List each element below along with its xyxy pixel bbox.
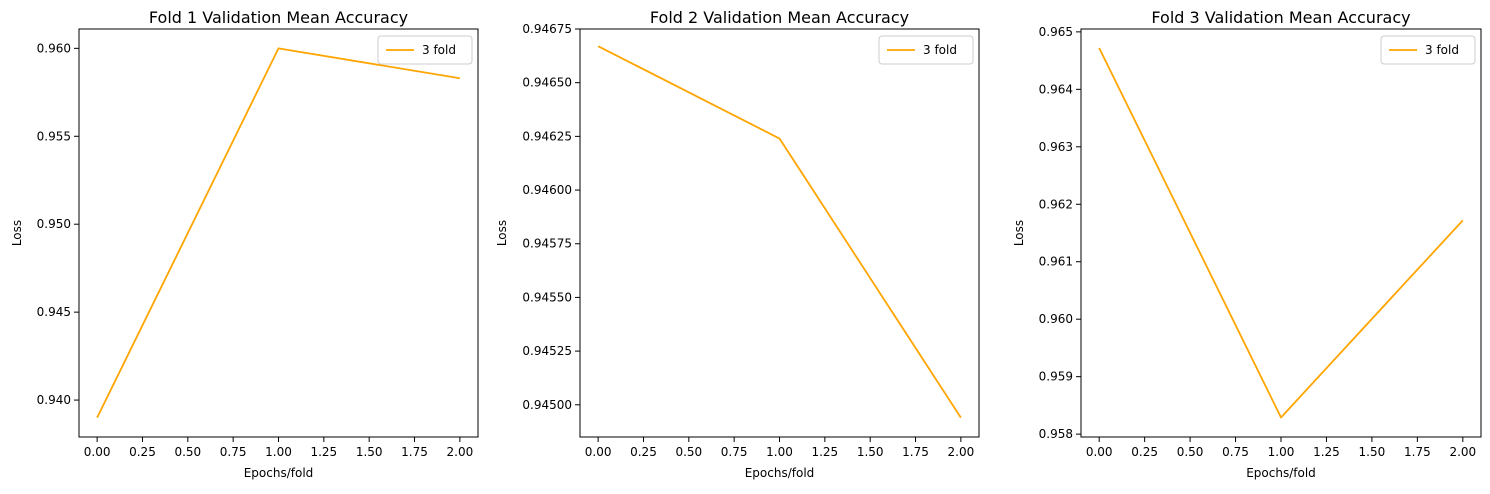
chart-3-x-tick-label: 1.50 — [1359, 445, 1386, 459]
chart-2-axes-frame — [580, 29, 979, 437]
chart-3-y-tick-label: 0.961 — [1039, 255, 1073, 269]
chart-2-y-tick-label: 0.94625 — [522, 129, 572, 143]
chart-2-y-tick-label: 0.94575 — [522, 237, 572, 251]
chart-1-y-tick-label: 0.955 — [37, 129, 71, 143]
chart-2-x-tick-label: 0.25 — [630, 445, 657, 459]
chart-2-x-tick-label: 0.50 — [675, 445, 702, 459]
chart-1-title: Fold 1 Validation Mean Accuracy — [149, 8, 408, 27]
chart-1-x-tick-label: 1.50 — [356, 445, 383, 459]
chart-3-series-line — [1099, 48, 1463, 418]
chart-1-x-tick-label: 0.00 — [84, 445, 111, 459]
chart-3-y-tick-label: 0.959 — [1039, 370, 1073, 384]
chart-2-y-tick-label: 0.94550 — [522, 290, 572, 304]
chart-2-y-tick-label: 0.94500 — [522, 398, 572, 412]
chart-2-x-tick-label: 1.00 — [766, 445, 793, 459]
chart-1-y-tick-label: 0.960 — [37, 41, 71, 55]
chart-1-y-tick-label: 0.945 — [37, 305, 71, 319]
chart-3-y-tick-label: 0.963 — [1039, 140, 1073, 154]
chart-3-x-tick-label: 0.75 — [1222, 445, 1249, 459]
chart-3-title: Fold 3 Validation Mean Accuracy — [1151, 8, 1410, 27]
chart-2-y-axis-label: Loss — [495, 220, 509, 246]
chart-2-y-tick-label: 0.94600 — [522, 183, 572, 197]
chart-1-series-line — [97, 48, 460, 417]
chart-1-x-tick-label: 2.00 — [447, 445, 474, 459]
chart-1-axes-frame — [79, 29, 478, 437]
chart-1-legend-label: 3 fold — [422, 43, 456, 57]
chart-2-y-tick-label: 0.94525 — [522, 344, 572, 358]
chart-3-legend-label: 3 fold — [1425, 43, 1459, 57]
chart-3-x-tick-label: 0.50 — [1177, 445, 1204, 459]
chart-2-x-tick-label: 0.75 — [721, 445, 748, 459]
chart-3-y-tick-label: 0.965 — [1039, 25, 1073, 39]
chart-2-title: Fold 2 Validation Mean Accuracy — [650, 8, 909, 27]
chart-1-x-tick-label: 0.75 — [220, 445, 247, 459]
chart-1-x-axis-label: Epochs/fold — [244, 466, 314, 480]
chart-1-x-tick-label: 0.25 — [129, 445, 156, 459]
chart-3-y-axis-label: Loss — [1012, 220, 1026, 246]
chart-2-x-tick-label: 1.75 — [902, 445, 929, 459]
chart-3-x-tick-label: 2.00 — [1449, 445, 1476, 459]
chart-3-x-tick-label: 1.25 — [1313, 445, 1340, 459]
chart-1-y-tick-label: 0.950 — [37, 217, 71, 231]
chart-3-axes-frame — [1081, 29, 1481, 437]
chart-1-x-tick-label: 1.25 — [310, 445, 337, 459]
chart-2-x-tick-label: 1.50 — [857, 445, 884, 459]
chart-1-x-tick-label: 1.00 — [265, 445, 292, 459]
chart-1-y-tick-label: 0.940 — [37, 393, 71, 407]
chart-1-x-tick-label: 1.75 — [401, 445, 428, 459]
chart-3-x-tick-label: 1.00 — [1268, 445, 1295, 459]
chart-2-y-tick-label: 0.94675 — [522, 22, 572, 36]
chart-3-x-axis-label: Epochs/fold — [1246, 466, 1316, 480]
chart-3-x-tick-label: 0.25 — [1131, 445, 1158, 459]
chart-2-x-tick-label: 2.00 — [948, 445, 975, 459]
chart-3-x-tick-label: 0.00 — [1086, 445, 1113, 459]
chart-2-x-tick-label: 1.25 — [811, 445, 838, 459]
chart-2-y-tick-label: 0.94650 — [522, 76, 572, 90]
chart-2-series-line — [598, 46, 961, 417]
chart-3-x-tick-label: 1.75 — [1404, 445, 1431, 459]
chart-3-y-tick-label: 0.958 — [1039, 427, 1073, 441]
chart-2-x-tick-label: 0.00 — [585, 445, 612, 459]
chart-3-y-tick-label: 0.964 — [1039, 82, 1073, 96]
chart-3-y-tick-label: 0.960 — [1039, 312, 1073, 326]
chart-2-legend-label: 3 fold — [923, 43, 957, 57]
chart-2-x-axis-label: Epochs/fold — [745, 466, 815, 480]
chart-3-y-tick-label: 0.962 — [1039, 197, 1073, 211]
chart-1-x-tick-label: 0.50 — [174, 445, 201, 459]
chart-1-y-axis-label: Loss — [10, 220, 24, 246]
